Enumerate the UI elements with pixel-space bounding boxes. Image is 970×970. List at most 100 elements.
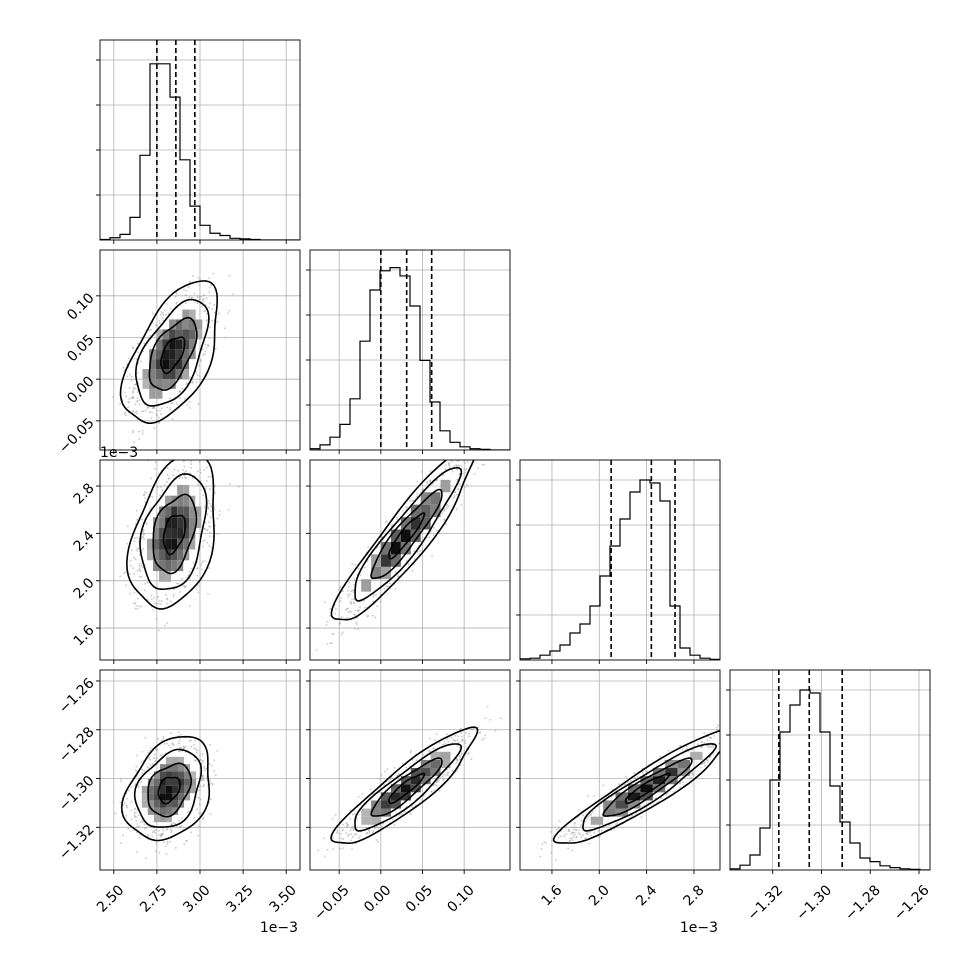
scatter-point — [210, 782, 213, 785]
scatter-point — [196, 567, 199, 570]
scatter-point — [331, 633, 334, 635]
scatter-point — [159, 754, 162, 757]
scatter-point — [131, 411, 134, 413]
scatter-point — [685, 745, 688, 748]
scatter-point — [396, 518, 399, 521]
scatter-point — [409, 499, 412, 502]
scatter-point — [350, 833, 352, 835]
scatter-point — [129, 373, 132, 376]
density-cell — [171, 807, 179, 815]
scatter-point — [208, 567, 211, 570]
density-cell — [410, 784, 421, 793]
scatter-point — [335, 831, 338, 834]
scatter-point — [347, 589, 349, 592]
scatter-point — [449, 458, 451, 460]
scatter-point — [460, 751, 463, 753]
scatter-point — [197, 585, 200, 587]
scatter-point — [441, 474, 444, 477]
scatter-point — [174, 822, 177, 825]
scatter-point — [137, 784, 140, 786]
density-cell — [184, 785, 191, 794]
density-cell — [141, 793, 148, 801]
scatter-point — [170, 829, 173, 832]
scatter-point — [571, 839, 574, 842]
scatter-point — [160, 486, 162, 488]
scatter-point — [438, 741, 441, 744]
scatter-point — [353, 579, 356, 582]
density-cell — [165, 527, 172, 539]
density-cells — [141, 756, 197, 823]
scatter-point — [448, 464, 451, 467]
contour-line — [552, 729, 720, 844]
scatter-point — [130, 549, 133, 552]
scatter-point — [131, 395, 134, 398]
scatter-point — [177, 469, 179, 472]
scatter-point — [569, 837, 572, 840]
scatter-point — [325, 624, 328, 626]
scatter-point — [342, 823, 344, 826]
density-cell — [153, 771, 160, 779]
scatter-point — [711, 744, 714, 747]
scatter-point — [169, 307, 172, 310]
scatter-point — [140, 761, 143, 763]
scatter-point — [133, 357, 136, 360]
scatter-point — [467, 752, 470, 755]
scatter-point — [713, 735, 716, 737]
density-cells — [142, 309, 203, 399]
scatter-point — [125, 414, 127, 417]
scatter-point — [347, 833, 350, 836]
scatter-point — [150, 328, 152, 331]
y-tick-label: −1.28 — [56, 724, 98, 766]
scatter-point — [452, 497, 455, 500]
density-cell — [440, 759, 451, 769]
scatter-point — [188, 296, 191, 299]
density-cell — [169, 359, 176, 370]
scatter-point — [602, 784, 605, 787]
scatter-point — [199, 468, 202, 471]
scatter-point — [444, 468, 447, 471]
scatter-point — [657, 800, 659, 803]
density-cell — [190, 771, 197, 779]
scatter-point — [143, 342, 146, 345]
scatter-point — [146, 581, 149, 584]
scatter-point — [138, 567, 141, 570]
density-cell — [665, 776, 678, 785]
scatter-point — [456, 744, 459, 747]
scatter-point — [202, 784, 205, 786]
scatter-point — [627, 781, 629, 784]
scatter-point — [335, 608, 337, 610]
scatter-point — [167, 744, 170, 747]
scatter-point — [188, 740, 191, 743]
scatter-point — [208, 302, 211, 305]
density-cell — [169, 329, 176, 340]
scatter-point — [160, 311, 163, 313]
scatter-point — [457, 487, 460, 490]
scatter-point — [551, 844, 553, 847]
scatter-point — [679, 782, 681, 785]
scatter-point — [138, 836, 141, 839]
scatter-point — [429, 532, 432, 535]
scatter-point — [450, 736, 453, 739]
scatter-point — [477, 726, 479, 729]
scatter-point — [734, 727, 736, 729]
scatter-point — [599, 835, 602, 838]
scatter-point — [197, 797, 200, 799]
scatter-point — [368, 831, 371, 834]
scatter-point — [572, 831, 574, 834]
density-cell — [159, 771, 166, 779]
scatter-point — [197, 276, 200, 279]
scatter-point — [153, 406, 155, 409]
scatter-point — [133, 540, 136, 543]
scatter-point — [131, 431, 134, 434]
scatter-point — [351, 835, 354, 838]
scatter-point — [565, 833, 568, 836]
scatter-point — [443, 740, 446, 743]
density-cell — [627, 784, 641, 793]
scatter-point — [710, 746, 712, 749]
scatter-point — [123, 412, 126, 415]
contour-line — [162, 514, 186, 556]
density-cell — [149, 369, 156, 379]
scatter-point — [475, 441, 477, 443]
density-cell — [361, 808, 372, 817]
scatter-point — [445, 508, 447, 511]
